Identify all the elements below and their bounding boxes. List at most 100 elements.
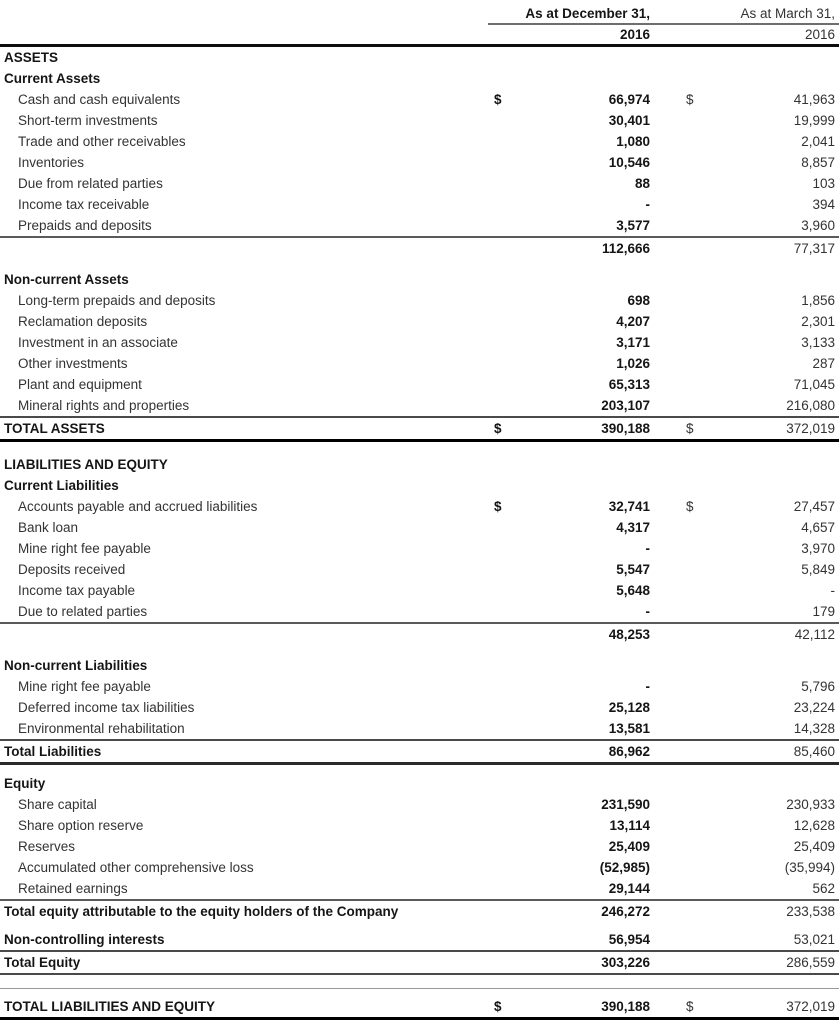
dec-value: 66,974 (608, 92, 650, 107)
mar-column-cell: 19,999 (656, 110, 839, 131)
mar-column-cell: $372,019 (656, 996, 839, 1017)
mar-column-cell: 85,460 (656, 741, 839, 762)
row-label: Mine right fee payable (18, 541, 151, 556)
dec-column-cell: 30,401 (488, 110, 656, 131)
dec-value: 4,207 (616, 314, 650, 329)
row-label: Inventories (18, 155, 85, 170)
mar-column-cell: 2,301 (656, 311, 839, 332)
dec-column-cell: 1,080 (488, 131, 656, 152)
dec-column-cell: 303,226 (488, 952, 656, 973)
row-label: Mine right fee payable (18, 679, 151, 694)
mar-column-cell: 286,559 (656, 952, 839, 973)
section-row: Equity (0, 773, 839, 794)
row-label: TOTAL LIABILITIES AND EQUITY (4, 999, 216, 1014)
dec-column-cell: 48,253 (488, 624, 656, 645)
mar-column-cell: 394 (656, 194, 839, 215)
section-row: ASSETS (0, 47, 839, 68)
mar-column-cell: 5,796 (656, 676, 839, 697)
row-label: Retained earnings (18, 881, 128, 896)
mar-column-cell: 230,933 (656, 794, 839, 815)
dec-column-cell: $32,741 (488, 496, 656, 517)
section-row: Non-current Assets (0, 269, 839, 290)
mar-column-cell: 103 (656, 173, 839, 194)
dec-column-cell: $390,188 (488, 418, 656, 439)
mar-value: 42,112 (794, 627, 835, 642)
item-row: Cash and cash equivalents $66,974 $41,963 (0, 89, 839, 110)
dec-column-cell: 65,313 (488, 374, 656, 395)
item-row: Due from related parties 88 103 (0, 173, 839, 194)
mar-value: 3,970 (801, 541, 835, 556)
dollar-sign: $ (494, 421, 502, 436)
mar-value: 23,224 (793, 700, 835, 715)
mar-column-cell: 3,960 (656, 215, 839, 236)
spacer-row (0, 922, 839, 929)
dec-value: 4,317 (616, 520, 650, 535)
dec-value: 3,171 (616, 335, 650, 350)
dollar-sign: $ (686, 92, 694, 107)
dec-value: 5,547 (616, 562, 650, 577)
item-row: Trade and other receivables 1,080 2,041 (0, 131, 839, 152)
row-label: Cash and cash equivalents (18, 92, 181, 107)
mar-value: 12,628 (793, 818, 835, 833)
item-row: Other investments 1,026 287 (0, 353, 839, 374)
row-label: Current Liabilities (4, 478, 119, 493)
section-row: LIABILITIES AND EQUITY (0, 454, 839, 475)
mar-value: 2,301 (801, 314, 835, 329)
row-label (0, 238, 488, 259)
mar-column-cell: - (656, 580, 839, 601)
dec-value: 1,080 (616, 134, 650, 149)
dec-value: 88 (634, 176, 650, 191)
dollar-sign: $ (686, 421, 694, 436)
mar-column-cell: 3,133 (656, 332, 839, 353)
dec-column-cell: - (488, 601, 656, 622)
subtotal-row: 112,666 77,317 (0, 238, 839, 259)
item-row: Deferred income tax liabilities 25,128 23,… (0, 697, 839, 718)
dollar-sign: $ (686, 499, 694, 514)
total-row: TOTAL LIABILITIES AND EQUITY $390,188 $372… (0, 996, 839, 1020)
item-row: Income tax receivable - 394 (0, 194, 839, 215)
item-row: Share capital 231,590 230,933 (0, 794, 839, 815)
mar-column-cell: 77,317 (656, 238, 839, 259)
dec-value: 13,581 (608, 721, 650, 736)
mar-value: 5,849 (801, 562, 835, 577)
mar-value: 27,457 (793, 499, 835, 514)
row-label: Share option reserve (18, 818, 144, 833)
row-label: Non-controlling interests (4, 932, 165, 947)
dec-value: 5,648 (616, 583, 650, 598)
row-label: Income tax receivable (18, 197, 150, 212)
item-row: Mine right fee payable - 3,970 (0, 538, 839, 559)
row-label: Total equity attributable to the equity … (4, 904, 399, 919)
mar-column-cell: 14,328 (656, 718, 839, 739)
mar-value: 286,559 (786, 955, 835, 970)
total-row: Total equity attributable to the equity … (0, 901, 839, 922)
row-label: Equity (4, 776, 46, 791)
mar-column-cell: 4,657 (656, 517, 839, 538)
mar-column-cell: 42,112 (656, 624, 839, 645)
section-row: Current Assets (0, 68, 839, 89)
mar-column-cell: 3,970 (656, 538, 839, 559)
dec-column-cell: 3,171 (488, 332, 656, 353)
dec-value: 246,272 (601, 904, 650, 919)
dec-value: - (645, 604, 651, 619)
mar-value: 562 (812, 881, 835, 896)
row-label: Share capital (18, 797, 97, 812)
dec-value: 303,226 (601, 955, 650, 970)
dec-value: 86,962 (608, 744, 650, 759)
row-label: Investment in an associate (18, 335, 178, 350)
row-label: ASSETS (4, 50, 59, 65)
subtotal-row: 48,253 42,112 (0, 624, 839, 645)
total-row: Non-controlling interests 56,954 53,021 (0, 929, 839, 952)
spacer-row (0, 765, 839, 773)
row-label: Accounts payable and accrued liabilities (18, 499, 258, 514)
row-label: Total Liabilities (4, 744, 102, 759)
mar-value: 71,045 (793, 377, 835, 392)
mar-value: 230,933 (786, 797, 835, 812)
dec-value: 56,954 (608, 932, 650, 947)
section-row: Non-current Liabilities (0, 655, 839, 676)
dec-column-cell: 4,317 (488, 517, 656, 538)
row-label: Deposits received (18, 562, 126, 577)
row-label: Mineral rights and properties (18, 398, 190, 413)
rows-container: ASSETS Current Assets Cash and cash equiva… (0, 47, 839, 1020)
dec-value: 390,188 (601, 999, 650, 1014)
column-headers: As at December 31, As at March 31, 2016 … (488, 4, 839, 44)
